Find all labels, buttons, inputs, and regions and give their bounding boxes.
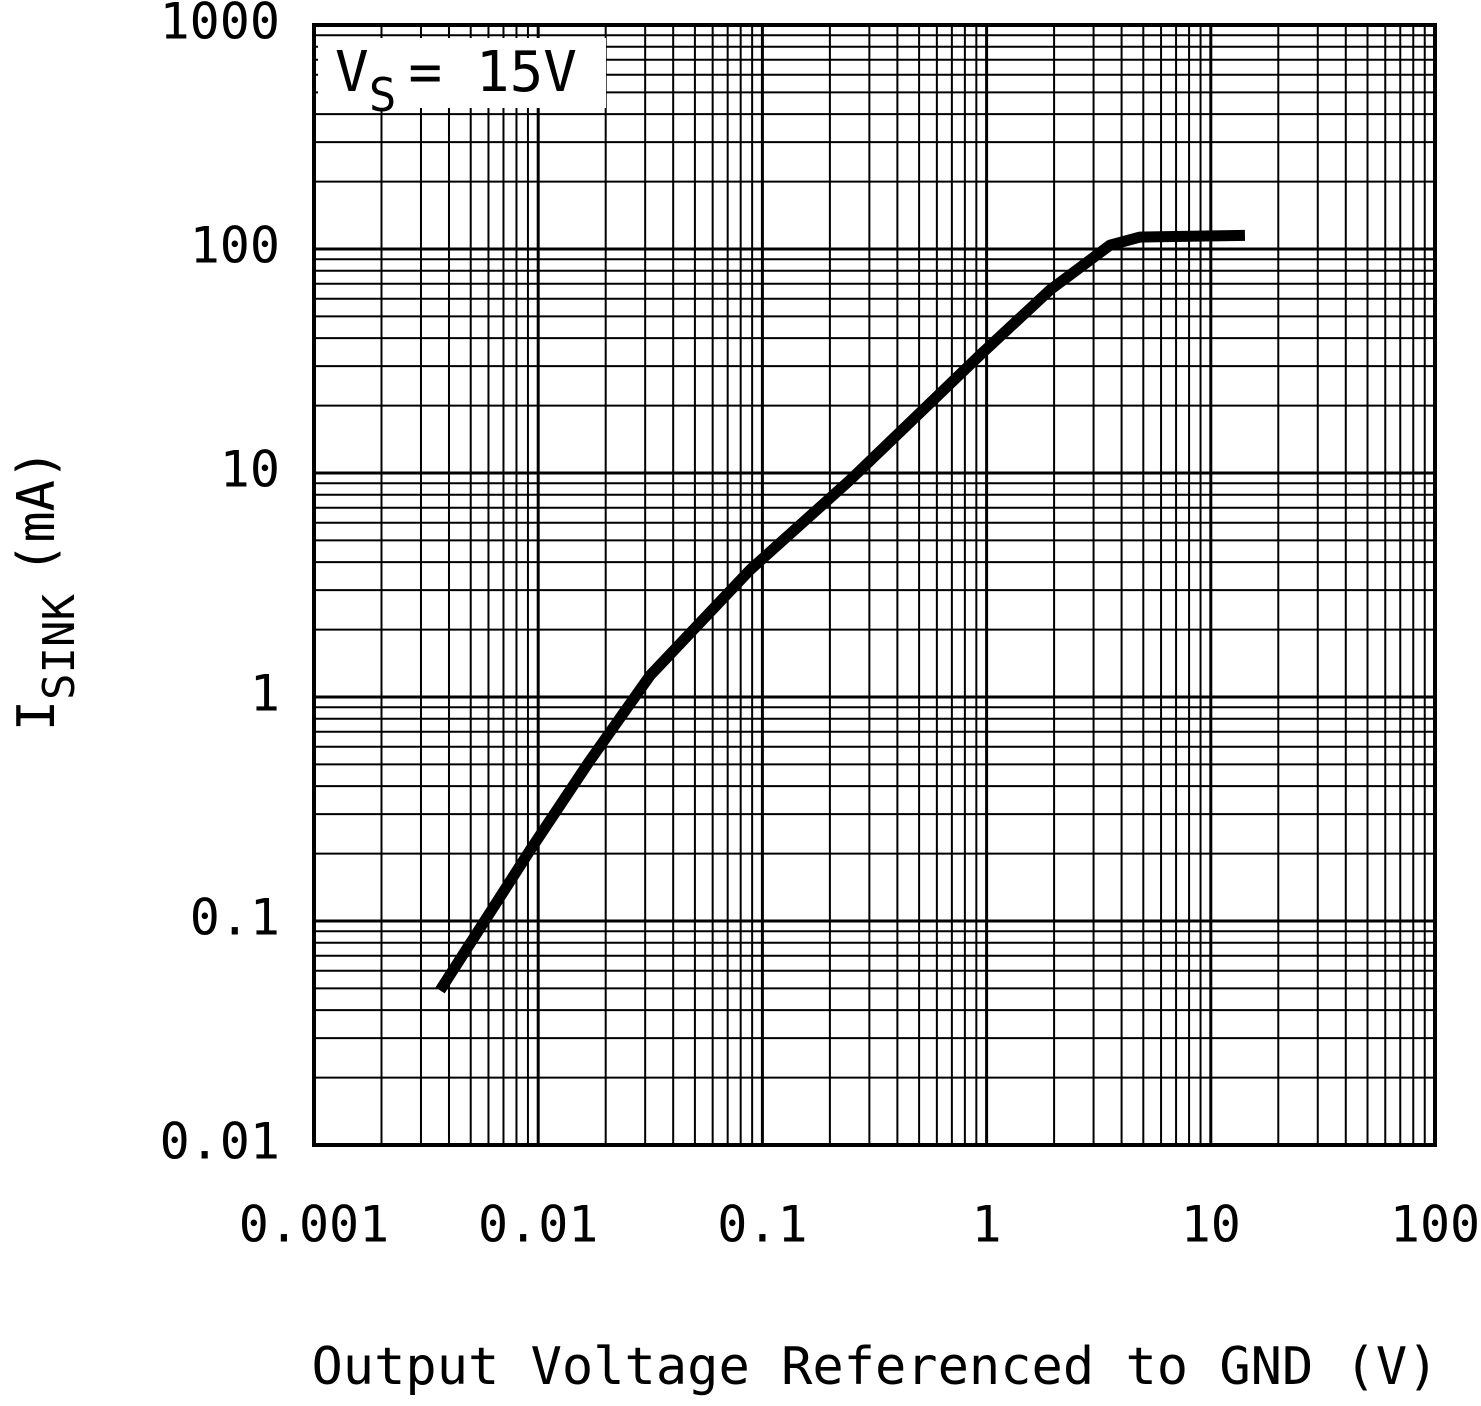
y-tick-label: 1000 xyxy=(160,0,280,51)
annotation-box xyxy=(318,38,606,108)
annotation-sub: S xyxy=(369,68,397,122)
x-axis-label: Output Voltage Referenced to GND (V) xyxy=(311,1337,1438,1397)
y-axis-label: ISINK (mA) xyxy=(7,449,85,732)
y-tick-label: 1 xyxy=(250,665,280,723)
annotation-rest: = 15V xyxy=(408,40,577,105)
y-tick-label: 100 xyxy=(190,217,280,275)
y-tick-label: 0.1 xyxy=(190,889,280,947)
y-tick-label: 10 xyxy=(220,441,280,499)
x-tick-label: 0.001 xyxy=(239,1196,390,1254)
plot-frame xyxy=(312,23,1437,1147)
y-label-rest: (mA) xyxy=(7,449,67,574)
x-tick-label: 10 xyxy=(1181,1196,1241,1254)
x-tick-label: 100 xyxy=(1390,1196,1480,1254)
x-tick-label: 1 xyxy=(972,1196,1002,1254)
x-tick-label: 0.1 xyxy=(717,1196,807,1254)
data-line xyxy=(435,229,1246,994)
y-tick-label: 0.01 xyxy=(160,1113,280,1171)
annotation: VS = 15V xyxy=(335,40,577,121)
annotation-main: V xyxy=(335,40,369,105)
y-label-main: I xyxy=(7,700,67,731)
x-tick-label: 0.01 xyxy=(478,1196,598,1254)
grid xyxy=(312,23,1437,1147)
y-label-sub: SINK xyxy=(34,593,85,699)
